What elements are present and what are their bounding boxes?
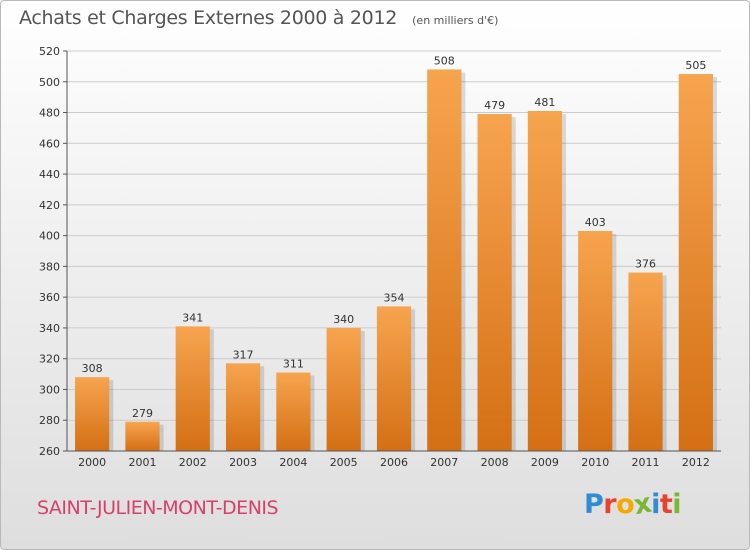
x-tick-label: 2006 bbox=[380, 456, 408, 469]
x-tick-label: 2010 bbox=[581, 456, 609, 469]
bar bbox=[427, 69, 462, 451]
bars-layer bbox=[75, 69, 717, 452]
data-label: 376 bbox=[635, 258, 656, 271]
y-tick-label: 500 bbox=[39, 76, 60, 89]
bar bbox=[326, 327, 361, 451]
y-tick-label: 320 bbox=[39, 353, 60, 366]
bar bbox=[678, 74, 713, 452]
data-label: 341 bbox=[182, 311, 203, 324]
y-tick-label: 300 bbox=[39, 383, 60, 396]
commune-name: SAINT-JULIEN-MONT-DENIS bbox=[37, 497, 279, 519]
data-label: 340 bbox=[333, 313, 354, 326]
y-tick-label: 420 bbox=[39, 199, 60, 212]
bar bbox=[175, 326, 210, 451]
bar bbox=[527, 111, 563, 451]
y-tick-label: 480 bbox=[39, 107, 60, 120]
y-tick-label: 360 bbox=[39, 291, 60, 304]
bar bbox=[628, 272, 663, 451]
data-label: 311 bbox=[283, 358, 304, 371]
chart-title: Achats et Charges Externes 2000 à 2012 bbox=[19, 7, 398, 29]
bar bbox=[75, 377, 110, 451]
x-tick-label: 2005 bbox=[330, 456, 358, 469]
logo-letter: P bbox=[584, 489, 604, 520]
data-label: 354 bbox=[384, 291, 405, 304]
bar bbox=[125, 421, 160, 451]
y-tick-label: 440 bbox=[39, 168, 60, 181]
data-label: 479 bbox=[484, 99, 505, 112]
logo-letter: r bbox=[603, 489, 617, 520]
x-tick-label: 2004 bbox=[279, 456, 307, 469]
data-label: 279 bbox=[132, 407, 153, 420]
bar bbox=[225, 363, 261, 451]
data-label: 308 bbox=[82, 362, 103, 375]
bar bbox=[376, 306, 412, 451]
bar bbox=[477, 114, 512, 452]
logo-letter: o bbox=[616, 489, 635, 520]
x-tick-label: 2008 bbox=[481, 456, 509, 469]
y-tick-label: 520 bbox=[39, 45, 60, 58]
x-tick-label: 2007 bbox=[430, 456, 458, 469]
chart-unit: (en milliers d'€) bbox=[412, 14, 499, 27]
data-label: 505 bbox=[685, 59, 706, 72]
x-tick-label: 2011 bbox=[632, 456, 660, 469]
bar bbox=[276, 372, 311, 451]
y-tick-label: 260 bbox=[39, 445, 60, 458]
logo-letter: t bbox=[659, 489, 673, 520]
y-tick-label: 460 bbox=[39, 137, 60, 150]
data-label: 317 bbox=[233, 348, 254, 361]
y-tick-label: 340 bbox=[39, 322, 60, 335]
x-tick-label: 2002 bbox=[179, 456, 207, 469]
data-label: 403 bbox=[585, 216, 606, 229]
bar bbox=[578, 231, 613, 451]
x-tick-label: 2000 bbox=[78, 456, 106, 469]
x-tick-label: 2012 bbox=[682, 456, 710, 469]
proxiti-logo: Proxiti bbox=[584, 488, 682, 521]
data-label: 481 bbox=[534, 96, 555, 109]
axis-layer: 260 280 300 320 340 360 380 400 420 440 460 480 500 5… bbox=[39, 45, 721, 469]
x-tick-label: 2003 bbox=[229, 456, 257, 469]
data-label: 508 bbox=[434, 54, 455, 67]
y-tick-label: 280 bbox=[39, 414, 60, 427]
title-row: Achats et Charges Externes 2000 à 2012 (… bbox=[19, 7, 498, 29]
y-tick-label: 400 bbox=[39, 230, 60, 243]
logo-letter: i bbox=[651, 489, 660, 520]
labels-layer: 308 279 341 317 311 340 354 508 479 481 403 376 505 bbox=[82, 54, 707, 419]
y-tick-label: 380 bbox=[39, 260, 60, 273]
x-tick-label: 2009 bbox=[531, 456, 559, 469]
logo-letter: i bbox=[672, 489, 682, 520]
x-tick-label: 2001 bbox=[128, 456, 156, 469]
